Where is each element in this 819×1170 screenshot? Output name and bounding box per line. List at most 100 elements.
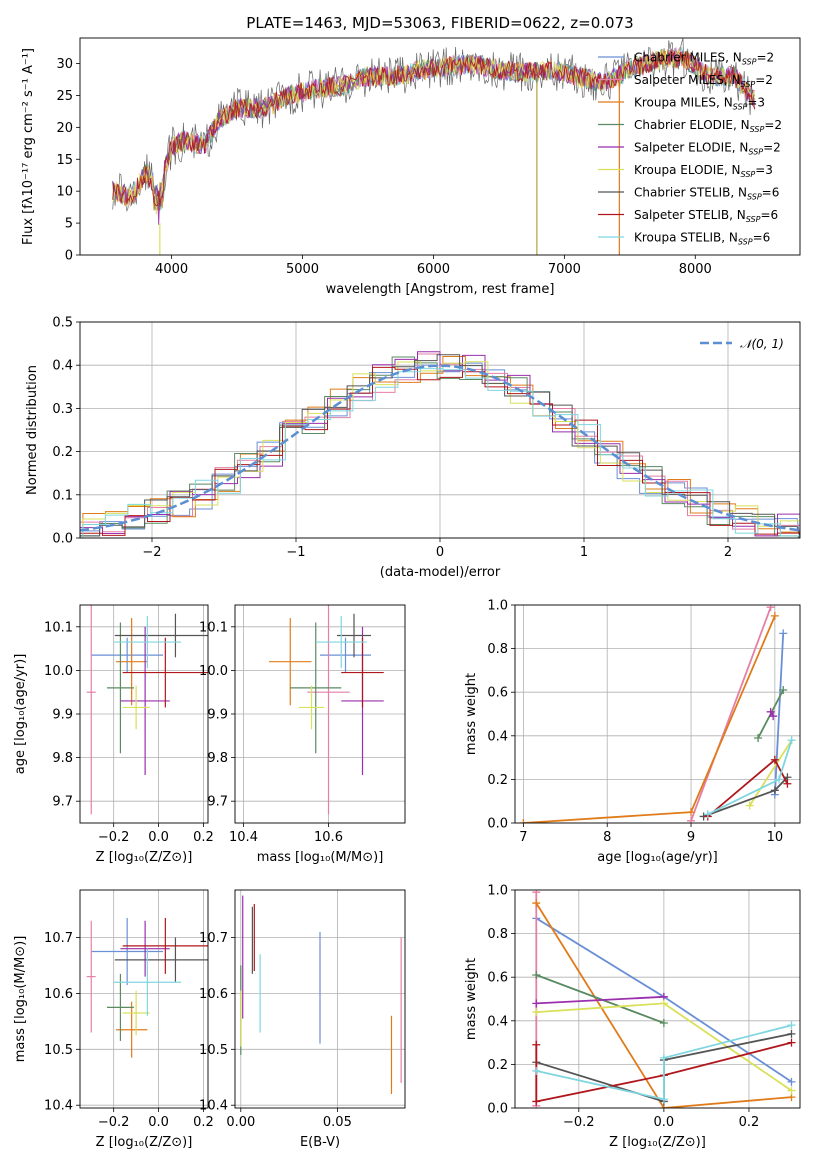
x-tick-label: 7 (519, 830, 527, 845)
y-tick-label: 9.9 (52, 708, 73, 723)
series-marker (766, 605, 775, 612)
x-tick-label: 0.0 (148, 1115, 169, 1130)
series-marker (770, 611, 779, 620)
legend-model-name: Salpeter MILES, (634, 73, 732, 87)
x-axis-label: age [log₁₀(age/yr)] (597, 850, 718, 865)
series-marker (659, 1053, 668, 1062)
y-tick-label: 1.0 (487, 599, 508, 614)
x-tick-label: 5000 (286, 262, 319, 277)
y-tick-label: 10.7 (199, 931, 228, 946)
series-marker (532, 899, 541, 908)
chart-age_vs_Z: −0.2 0.0 0.2 9.7 9.8 9.9 10.0 10.1 Z [log₁₀(Z/Z⊙… (13, 604, 214, 865)
y-tick-label: 9.8 (207, 751, 228, 766)
series-marker (754, 733, 763, 742)
legend-entry: Salpeter MILES, NSSP=2 (634, 73, 773, 89)
legend-model-name: Chabrier STELIB, (634, 186, 738, 200)
series-marker (532, 1008, 541, 1017)
y-tick-label: 10.5 (44, 1043, 73, 1058)
x-tick-label: 0.0 (654, 1115, 675, 1130)
series-marker (787, 736, 796, 745)
y-tick-label: 10.4 (199, 1099, 228, 1114)
series-marker (532, 971, 541, 980)
series-marker (532, 999, 541, 1008)
chart-mass_vs_ebv: 0.00 0.05 10.4 10.5 10.6 10.7 E(B-V) (199, 889, 406, 1150)
legend-entry: Kroupa ELODIE, NSSP=3 (634, 163, 773, 179)
plot-area (86, 605, 208, 815)
legend-model-name: Chabrier ELODIE, (634, 118, 741, 132)
histogram-salpeter-elodie (80, 351, 800, 538)
x-tick-label: −0.2 (98, 830, 130, 845)
y-axis-label: age [log₁₀(age/yr)] (13, 654, 28, 775)
plot-area (532, 890, 796, 1108)
series-marker (687, 816, 696, 823)
axes-frame (79, 889, 209, 1109)
x-tick-label: 6000 (417, 262, 450, 277)
chart-mass_vs_Z: −0.2 0.0 0.2 10.4 10.5 10.6 10.7 Z [log₁₀(Z/Z⊙)… (13, 889, 214, 1150)
y-tick-label: 0.3 (52, 402, 73, 417)
legend-entry: Kroupa STELIB, NSSP=6 (634, 231, 770, 247)
figure-title: PLATE=1463, MJD=53063, FIBERID=0622, z=0… (246, 14, 633, 32)
x-tick-label: 10.6 (314, 830, 343, 845)
series-line-chabrier-miles (774, 633, 785, 795)
x-tick-label: 7000 (548, 262, 581, 277)
y-tick-label: 0.0 (52, 532, 73, 547)
x-axis-label: Z [log₁₀(Z/Z⊙)] (96, 1135, 193, 1150)
x-axis-label: wavelength [Angstrom, rest frame] (326, 282, 555, 297)
x-axis-label: Z [log₁₀(Z/Z⊙)] (609, 1135, 706, 1150)
series-line-kroupa-stelib (536, 1024, 792, 1101)
series-marker (659, 999, 668, 1008)
series-marker (703, 810, 712, 819)
y-tick-label: 10.0 (44, 664, 73, 679)
series-marker (532, 1097, 541, 1106)
x-axis-label: E(B-V) (300, 1135, 340, 1150)
plot-area (86, 917, 208, 1058)
normal-reference-curve (80, 364, 800, 532)
plot-area (80, 351, 800, 538)
x-tick-label: 10.4 (229, 830, 258, 845)
histogram-chabrier-elodie (80, 356, 800, 538)
legend-entry: Kroupa MILES, NSSP=3 (634, 96, 765, 112)
legend-entry: Chabrier ELODIE, NSSP=2 (634, 118, 782, 134)
series-marker (787, 1077, 796, 1086)
x-axis-label: (data-model)/error (380, 565, 501, 580)
axes-frame (514, 604, 801, 824)
x-tick-label: 0.2 (193, 1115, 214, 1130)
x-tick-label: 9 (687, 830, 695, 845)
y-tick-label: 0.5 (52, 316, 73, 331)
series-marker (659, 1095, 668, 1104)
y-tick-label: 10.0 (199, 664, 228, 679)
axes-frame (514, 889, 801, 1109)
y-tick-label: 10 (56, 185, 73, 200)
y-tick-label: 5 (65, 217, 73, 232)
legend-entry: Chabrier STELIB, NSSP=6 (634, 186, 779, 202)
series-marker (770, 755, 779, 764)
series-marker (532, 1040, 541, 1049)
y-tick-label: 0.1 (52, 488, 73, 503)
axes-frame (79, 37, 801, 256)
legend-entry: Salpeter ELODIE, NSSP=2 (634, 141, 781, 157)
series-marker (783, 779, 792, 788)
y-tick-label: 20 (56, 121, 73, 136)
histogram-kroupa-miles (82, 356, 800, 538)
y-tick-label: 9.7 (207, 795, 228, 810)
x-tick-label: −1 (286, 545, 305, 560)
y-tick-label: 0.0 (487, 1102, 508, 1117)
legend-entry: Salpeter STELIB, NSSP=6 (634, 208, 778, 224)
y-tick-label: 10.6 (199, 987, 228, 1002)
series-marker (519, 819, 528, 823)
series-marker (659, 1018, 668, 1027)
y-tick-label: 10.4 (44, 1099, 73, 1114)
x-tick-label: 0.05 (323, 1115, 352, 1130)
x-tick-label: 0.2 (739, 1115, 760, 1130)
x-tick-label: 0.0 (148, 830, 169, 845)
y-axis-label: mass [log₁₀(M/M⊙)] (13, 936, 28, 1063)
series-marker (787, 1021, 796, 1030)
y-tick-label: 9.9 (207, 708, 228, 723)
series-marker (687, 808, 696, 817)
series-marker (532, 1066, 541, 1075)
x-tick-label: −0.2 (563, 1115, 595, 1130)
plot-area (519, 605, 796, 823)
chart-age_vs_mass: 10.4 10.6 9.7 9.8 9.9 10.0 10.1 mass [log₁₀(M/M… (199, 604, 406, 865)
axes-frame (234, 889, 406, 1109)
legend-entry: 𝒩(0, 1) (740, 337, 784, 351)
